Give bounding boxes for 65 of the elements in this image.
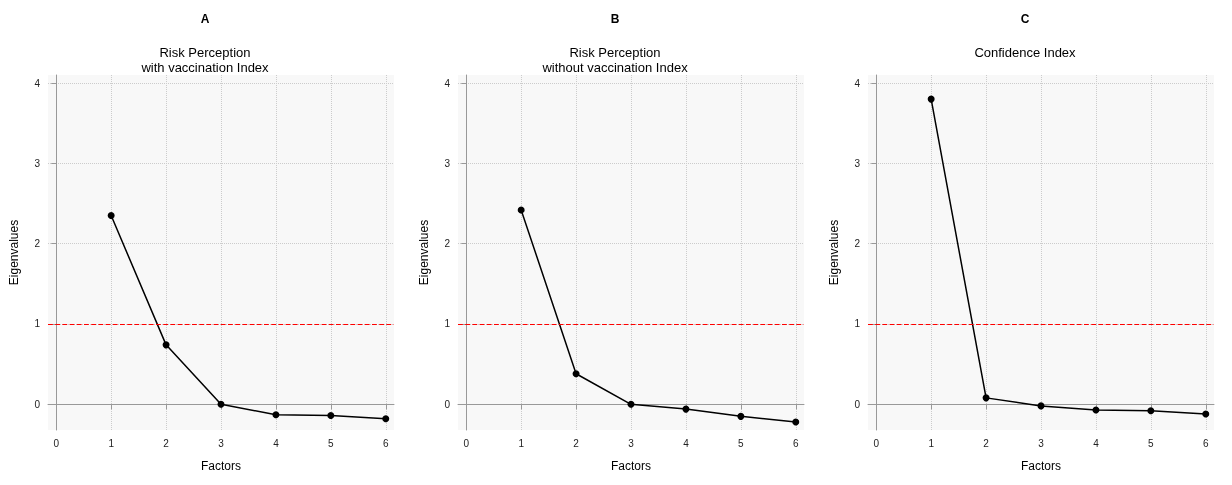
y-tick-label: 1	[444, 318, 451, 330]
chart-title: A	[200, 12, 210, 26]
x-tick-label: 5	[738, 437, 745, 449]
point	[327, 412, 335, 420]
point	[982, 394, 990, 402]
x-tick-label: 1	[108, 437, 115, 449]
y-axis-title: Eigenvalues	[827, 219, 841, 286]
chart-subtitle: Risk Perception with vaccination Index	[140, 45, 270, 75]
x-tick-label: 6	[382, 437, 389, 449]
point	[627, 400, 635, 408]
point	[107, 212, 115, 220]
x-axis-title: Factors	[200, 459, 242, 473]
chart-subtitle: Confidence Index	[974, 45, 1077, 60]
x-tick-label: 2	[573, 437, 580, 449]
chart-subtitle: Risk Perception without vaccination Index	[541, 45, 689, 75]
chart-title: B	[610, 12, 620, 26]
x-tick-label: 4	[1093, 437, 1100, 449]
y-tick-label: 0	[444, 398, 451, 410]
x-tick-label: 2	[163, 437, 170, 449]
point	[682, 405, 690, 413]
point	[217, 400, 225, 408]
x-tick-label: 0	[53, 437, 60, 449]
y-tick-label: 3	[34, 157, 41, 169]
point	[572, 370, 580, 378]
x-tick-label: 3	[218, 437, 225, 449]
x-tick-label: 3	[1038, 437, 1045, 449]
y-tick-label: 3	[444, 157, 451, 169]
point	[162, 341, 170, 349]
chart-title: C	[1020, 12, 1030, 26]
y-tick-label: 3	[854, 157, 861, 169]
y-axis-title: Eigenvalues	[417, 219, 431, 286]
x-tick-label: 2	[983, 437, 990, 449]
y-tick-label: 1	[854, 318, 861, 330]
y-tick-label: 0	[854, 398, 861, 410]
point	[1202, 410, 1210, 418]
y-tick-label: 0	[34, 398, 41, 410]
y-tick-label: 2	[34, 238, 41, 250]
point	[737, 412, 745, 420]
x-tick-label: 4	[273, 437, 280, 449]
point	[517, 206, 525, 214]
x-tick-label: 3	[628, 437, 635, 449]
x-tick-label: 0	[463, 437, 470, 449]
point	[792, 418, 800, 426]
x-tick-label: 6	[1202, 437, 1209, 449]
x-tick-label: 0	[873, 437, 880, 449]
x-tick-label: 6	[792, 437, 799, 449]
y-axis-title: Eigenvalues	[7, 219, 21, 286]
point	[272, 411, 280, 419]
y-tick-label: 2	[854, 238, 861, 250]
point	[1037, 402, 1045, 410]
x-axis-title: Factors	[1020, 459, 1062, 473]
y-tick-label: 4	[854, 77, 861, 89]
y-tick-label: 1	[34, 318, 41, 330]
point	[382, 415, 390, 423]
point	[927, 95, 935, 103]
x-tick-label: 5	[1148, 437, 1155, 449]
y-tick-label: 4	[34, 77, 41, 89]
x-tick-label: 4	[683, 437, 690, 449]
y-tick-label: 4	[444, 77, 451, 89]
x-tick-label: 5	[328, 437, 335, 449]
x-tick-label: 1	[518, 437, 525, 449]
x-axis-title: Factors	[610, 459, 652, 473]
y-tick-label: 2	[444, 238, 451, 250]
point	[1147, 407, 1155, 415]
x-tick-label: 1	[928, 437, 935, 449]
